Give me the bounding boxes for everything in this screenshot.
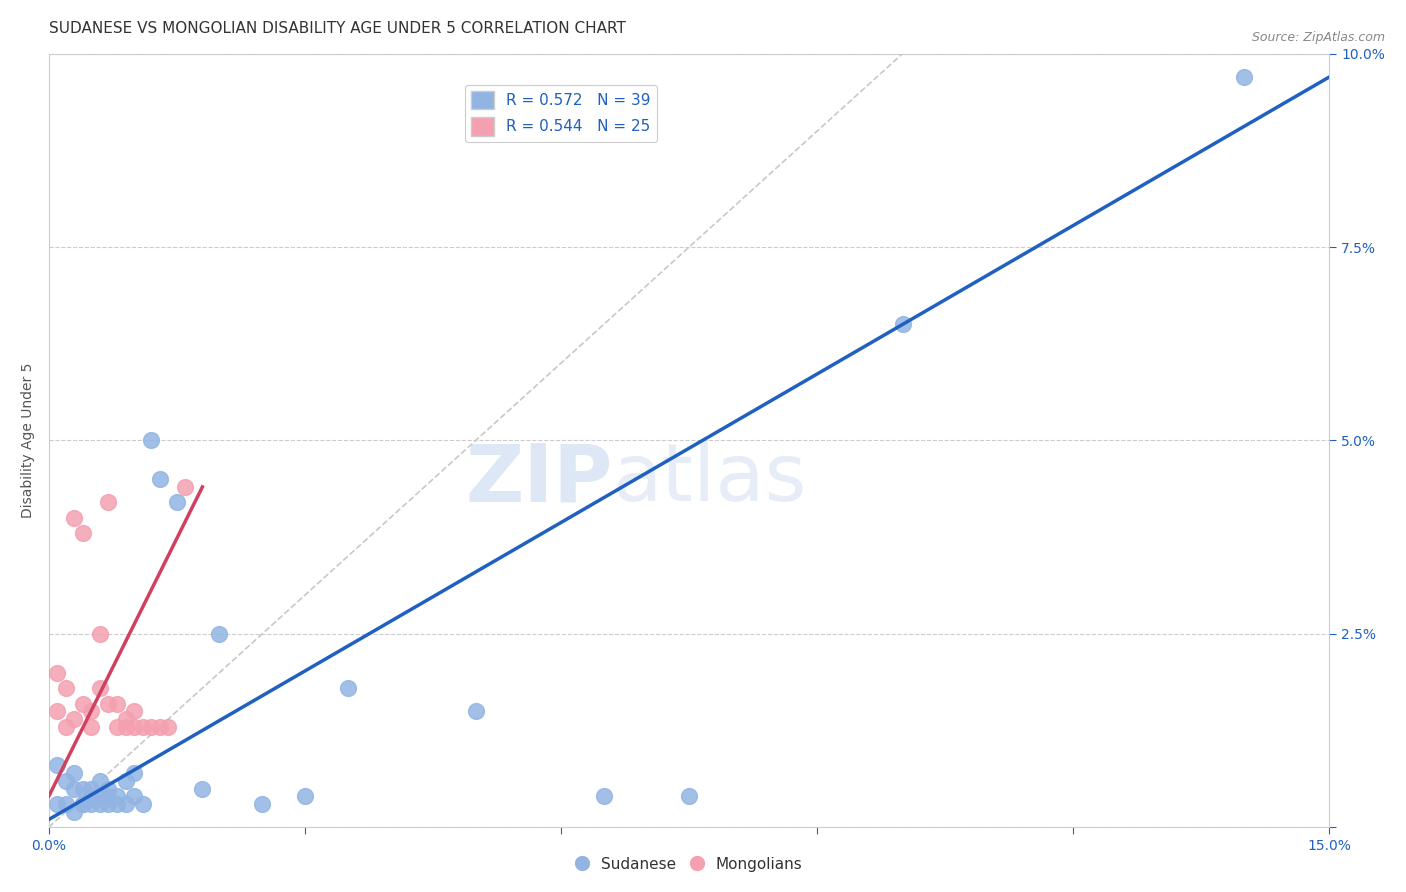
- Point: [114, 720, 136, 734]
- Point: [72, 781, 94, 796]
- Point: [122, 789, 145, 804]
- Point: [46, 758, 69, 772]
- Point: [105, 720, 128, 734]
- Point: [141, 720, 163, 734]
- Point: [80, 720, 103, 734]
- Point: [63, 805, 86, 819]
- Point: [63, 766, 86, 780]
- Point: [63, 511, 86, 525]
- Point: [72, 526, 94, 541]
- Point: [63, 712, 86, 726]
- Point: [157, 720, 180, 734]
- Point: [294, 789, 316, 804]
- Point: [122, 720, 145, 734]
- Point: [464, 704, 486, 718]
- Point: [891, 318, 914, 332]
- Point: [80, 704, 103, 718]
- Point: [97, 781, 120, 796]
- Point: [55, 681, 77, 695]
- Point: [63, 781, 86, 796]
- Point: [336, 681, 359, 695]
- Point: [97, 495, 120, 509]
- Text: ZIP: ZIP: [465, 440, 612, 518]
- Point: [174, 480, 197, 494]
- Point: [97, 789, 120, 804]
- Point: [114, 773, 136, 788]
- Point: [80, 781, 103, 796]
- Point: [46, 665, 69, 680]
- Point: [141, 434, 163, 448]
- Point: [592, 789, 614, 804]
- Point: [149, 472, 172, 486]
- Point: [97, 797, 120, 811]
- Point: [250, 797, 273, 811]
- Point: [89, 627, 111, 641]
- Point: [55, 720, 77, 734]
- Point: [55, 773, 77, 788]
- Point: [72, 797, 94, 811]
- Point: [1233, 70, 1256, 84]
- Point: [114, 797, 136, 811]
- Point: [105, 789, 128, 804]
- Point: [80, 789, 103, 804]
- Point: [80, 797, 103, 811]
- Point: [678, 789, 700, 804]
- Point: [72, 697, 94, 711]
- Point: [97, 697, 120, 711]
- Point: [89, 789, 111, 804]
- Legend: Sudanese, Mongolians: Sudanese, Mongolians: [569, 850, 808, 878]
- Point: [46, 704, 69, 718]
- Point: [89, 773, 111, 788]
- Point: [149, 720, 172, 734]
- Point: [131, 797, 153, 811]
- Text: Source: ZipAtlas.com: Source: ZipAtlas.com: [1251, 31, 1385, 45]
- Text: SUDANESE VS MONGOLIAN DISABILITY AGE UNDER 5 CORRELATION CHART: SUDANESE VS MONGOLIAN DISABILITY AGE UND…: [49, 21, 626, 36]
- Point: [72, 797, 94, 811]
- Text: atlas: atlas: [612, 440, 807, 518]
- Point: [105, 797, 128, 811]
- Point: [105, 697, 128, 711]
- Point: [114, 712, 136, 726]
- Y-axis label: Disability Age Under 5: Disability Age Under 5: [21, 363, 35, 518]
- Point: [131, 720, 153, 734]
- Point: [122, 704, 145, 718]
- Point: [55, 797, 77, 811]
- Point: [89, 681, 111, 695]
- Point: [208, 627, 231, 641]
- Point: [46, 797, 69, 811]
- Point: [191, 781, 214, 796]
- Point: [122, 766, 145, 780]
- Point: [89, 797, 111, 811]
- Point: [166, 495, 188, 509]
